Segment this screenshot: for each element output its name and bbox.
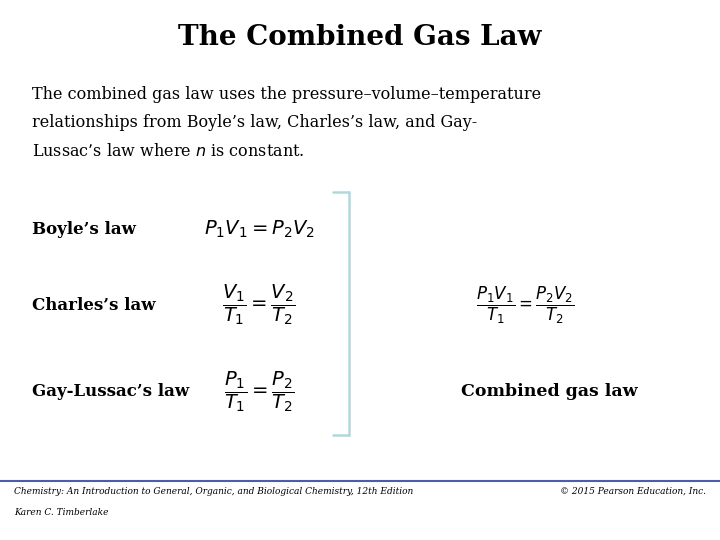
Text: The Combined Gas Law: The Combined Gas Law [179,24,541,51]
Text: Lussac’s law where $n$ is constant.: Lussac’s law where $n$ is constant. [32,143,305,159]
Text: Charles’s law: Charles’s law [32,296,156,314]
Text: The combined gas law uses the pressure–volume–temperature: The combined gas law uses the pressure–v… [32,86,541,103]
Text: Boyle’s law: Boyle’s law [32,221,136,238]
Text: $\dfrac{V_1}{T_1} = \dfrac{V_2}{T_2}$: $\dfrac{V_1}{T_1} = \dfrac{V_2}{T_2}$ [222,283,296,327]
Text: © 2015 Pearson Education, Inc.: © 2015 Pearson Education, Inc. [559,487,706,496]
Text: $\dfrac{P_1}{T_1} = \dfrac{P_2}{T_2}$: $\dfrac{P_1}{T_1} = \dfrac{P_2}{T_2}$ [224,369,294,414]
Text: Karen C. Timberlake: Karen C. Timberlake [14,508,109,517]
Text: $\dfrac{P_1V_1}{T_1} = \dfrac{P_2V_2}{T_2}$: $\dfrac{P_1V_1}{T_1} = \dfrac{P_2V_2}{T_… [476,285,575,326]
Text: Gay-Lussac’s law: Gay-Lussac’s law [32,383,189,400]
Text: Chemistry: An Introduction to General, Organic, and Biological Chemistry, 12th E: Chemistry: An Introduction to General, O… [14,487,414,496]
Text: $P_1V_1 = P_2V_2$: $P_1V_1 = P_2V_2$ [204,219,315,240]
Text: relationships from Boyle’s law, Charles’s law, and Gay-: relationships from Boyle’s law, Charles’… [32,114,477,131]
Text: Combined gas law: Combined gas law [461,383,637,400]
